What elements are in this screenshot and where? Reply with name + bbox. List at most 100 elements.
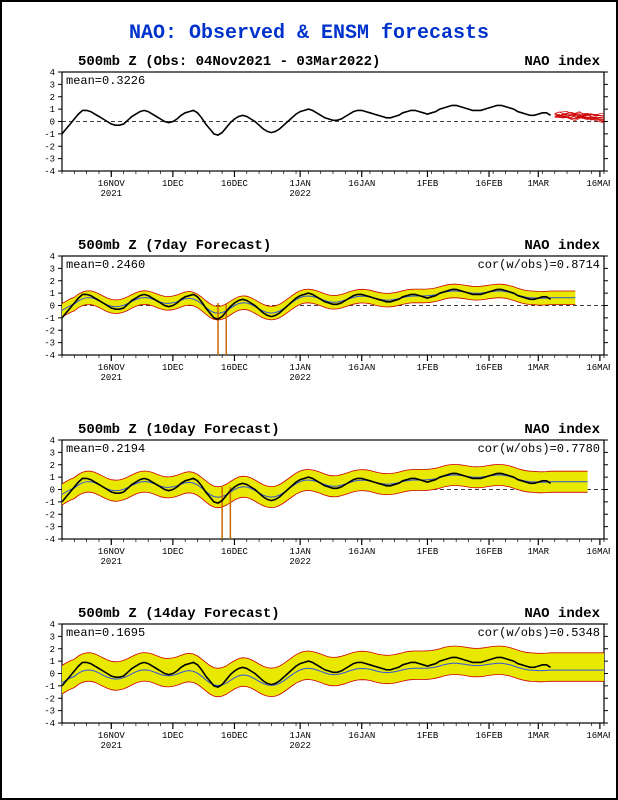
panel-title-right: NAO index xyxy=(524,54,600,70)
y-tick-label: -4 xyxy=(44,719,55,729)
y-tick-label: 3 xyxy=(50,80,55,90)
x-tick-label: 1DEC xyxy=(162,547,184,557)
panel-title-left: 500mb Z (7day Forecast) xyxy=(78,238,271,254)
x-tick-label: 16MAR xyxy=(586,363,610,373)
chart-svg: -4 -3 -2 -1 0 1 2 3 4 16NOV2021 1DEC 16DEC 1JAN2022 1… xyxy=(32,56,610,201)
x-tick-label: 16MAR xyxy=(586,179,610,189)
y-tick-label: 3 xyxy=(50,632,55,642)
y-tick-label: 1 xyxy=(50,105,55,115)
x-tick-label: 16MAR xyxy=(586,731,610,741)
panel-title-left: 500mb Z (Obs: 04Nov2021 - 03Mar2022) xyxy=(78,54,380,70)
chart-svg: -4-3-2-10123416NOV20211DEC16DEC1JAN20221… xyxy=(32,240,610,385)
y-tick-label: -4 xyxy=(44,535,55,545)
panel-title-right: NAO index xyxy=(524,606,600,622)
x-tick-label-year: 2021 xyxy=(100,557,122,567)
x-tick-label: 16NOV xyxy=(98,731,126,741)
y-tick-label: -2 xyxy=(44,326,55,336)
y-tick-label: -1 xyxy=(44,498,55,508)
y-tick-label: 4 xyxy=(50,68,55,78)
y-tick-label: -3 xyxy=(44,523,55,533)
x-tick-label: 1MAR xyxy=(527,179,549,189)
x-tick-label: 1MAR xyxy=(527,547,549,557)
y-tick-label: -4 xyxy=(44,167,55,177)
forecast-band xyxy=(62,646,604,697)
y-tick-label: 3 xyxy=(50,448,55,458)
mean-label: mean=0.2460 xyxy=(66,258,145,272)
y-tick-label: -3 xyxy=(44,339,55,349)
x-tick-label-year: 2022 xyxy=(289,741,311,751)
x-tick-label-year: 2021 xyxy=(100,741,122,751)
x-tick-label: 16JAN xyxy=(348,363,375,373)
y-tick-label: -4 xyxy=(44,351,55,361)
x-tick-label: 1JAN xyxy=(289,179,311,189)
panel-p0: 500mb Z (Obs: 04Nov2021 - 03Mar2022) NAO … xyxy=(32,56,606,201)
x-tick-label-year: 2022 xyxy=(289,189,311,199)
x-tick-label: 16DEC xyxy=(221,731,249,741)
panel-p1: 500mb Z (7day Forecast) NAO index -4 -3 -2 -1… xyxy=(32,240,606,385)
y-tick-label: -1 xyxy=(44,314,55,324)
y-tick-label: -3 xyxy=(44,707,55,717)
mean-label: mean=0.3226 xyxy=(66,74,145,88)
y-tick-label: 0 xyxy=(50,486,55,496)
x-tick-label: 1MAR xyxy=(527,731,549,741)
x-tick-label: 16JAN xyxy=(348,547,375,557)
y-tick-label: -2 xyxy=(44,694,55,704)
y-tick-label: 4 xyxy=(50,620,55,630)
x-tick-label: 1DEC xyxy=(162,731,184,741)
x-tick-label: 1JAN xyxy=(289,731,311,741)
x-tick-label: 1DEC xyxy=(162,363,184,373)
y-tick-label: 1 xyxy=(50,289,55,299)
y-tick-label: 3 xyxy=(50,264,55,274)
y-tick-label: -3 xyxy=(44,155,55,165)
y-tick-label: 1 xyxy=(50,473,55,483)
y-tick-label: 0 xyxy=(50,118,55,128)
x-tick-label: 16JAN xyxy=(348,179,375,189)
y-tick-label: 0 xyxy=(50,302,55,312)
panel-title-right: NAO index xyxy=(524,422,600,438)
x-tick-label: 1DEC xyxy=(162,179,184,189)
x-tick-label-year: 2022 xyxy=(289,373,311,383)
y-tick-label: -2 xyxy=(44,142,55,152)
x-tick-label: 1MAR xyxy=(527,363,549,373)
y-tick-label: 2 xyxy=(50,461,55,471)
x-tick-label: 1FEB xyxy=(417,547,439,557)
y-tick-label: -1 xyxy=(44,130,55,140)
cor-label: cor(w/obs)=0.7780 xyxy=(478,442,600,456)
x-tick-label-year: 2022 xyxy=(289,557,311,567)
x-tick-label: 16DEC xyxy=(221,363,249,373)
x-tick-label: 16FEB xyxy=(476,179,504,189)
panel-p2: 500mb Z (10day Forecast) NAO index -4 -3 -2 -… xyxy=(32,424,606,569)
x-tick-label: 1FEB xyxy=(417,731,439,741)
x-tick-label-year: 2021 xyxy=(100,189,122,199)
cor-label: cor(w/obs)=0.5348 xyxy=(478,626,600,640)
y-tick-label: -2 xyxy=(44,510,55,520)
y-tick-label: 2 xyxy=(50,645,55,655)
panel-title-left: 500mb Z (14day Forecast) xyxy=(78,606,280,622)
x-tick-label: 16FEB xyxy=(476,731,504,741)
x-tick-label: 16NOV xyxy=(98,547,126,557)
mean-label: mean=0.2194 xyxy=(66,442,145,456)
x-tick-label: 16FEB xyxy=(476,363,504,373)
y-tick-label: 1 xyxy=(50,657,55,667)
x-tick-label: 16JAN xyxy=(348,731,375,741)
x-tick-label: 16FEB xyxy=(476,547,504,557)
y-tick-label: 4 xyxy=(50,436,55,446)
x-tick-label: 1JAN xyxy=(289,547,311,557)
y-tick-label: -1 xyxy=(44,682,55,692)
chart-svg: -4 -3 -2 -1 0 1 2 3 4 16NOV2021 1DEC 16DEC 1JAN2022 1… xyxy=(32,608,610,753)
x-tick-label: 1FEB xyxy=(417,179,439,189)
panel-title-right: NAO index xyxy=(524,238,600,254)
y-tick-label: 2 xyxy=(50,93,55,103)
panel-title-left: 500mb Z (10day Forecast) xyxy=(78,422,280,438)
x-tick-label: 16DEC xyxy=(221,547,249,557)
y-tick-label: 2 xyxy=(50,277,55,287)
x-tick-label: 1JAN xyxy=(289,363,311,373)
x-tick-label: 16MAR xyxy=(586,547,610,557)
main-title: NAO: Observed & ENSM forecasts xyxy=(2,22,616,45)
x-tick-label: 16NOV xyxy=(98,179,126,189)
x-tick-label: 16DEC xyxy=(221,179,249,189)
y-tick-label: 0 xyxy=(50,670,55,680)
cor-label: cor(w/obs)=0.8714 xyxy=(478,258,600,272)
observed-line xyxy=(62,105,551,135)
panel-p3: 500mb Z (14day Forecast) NAO index -4 -3 -2 -… xyxy=(32,608,606,753)
